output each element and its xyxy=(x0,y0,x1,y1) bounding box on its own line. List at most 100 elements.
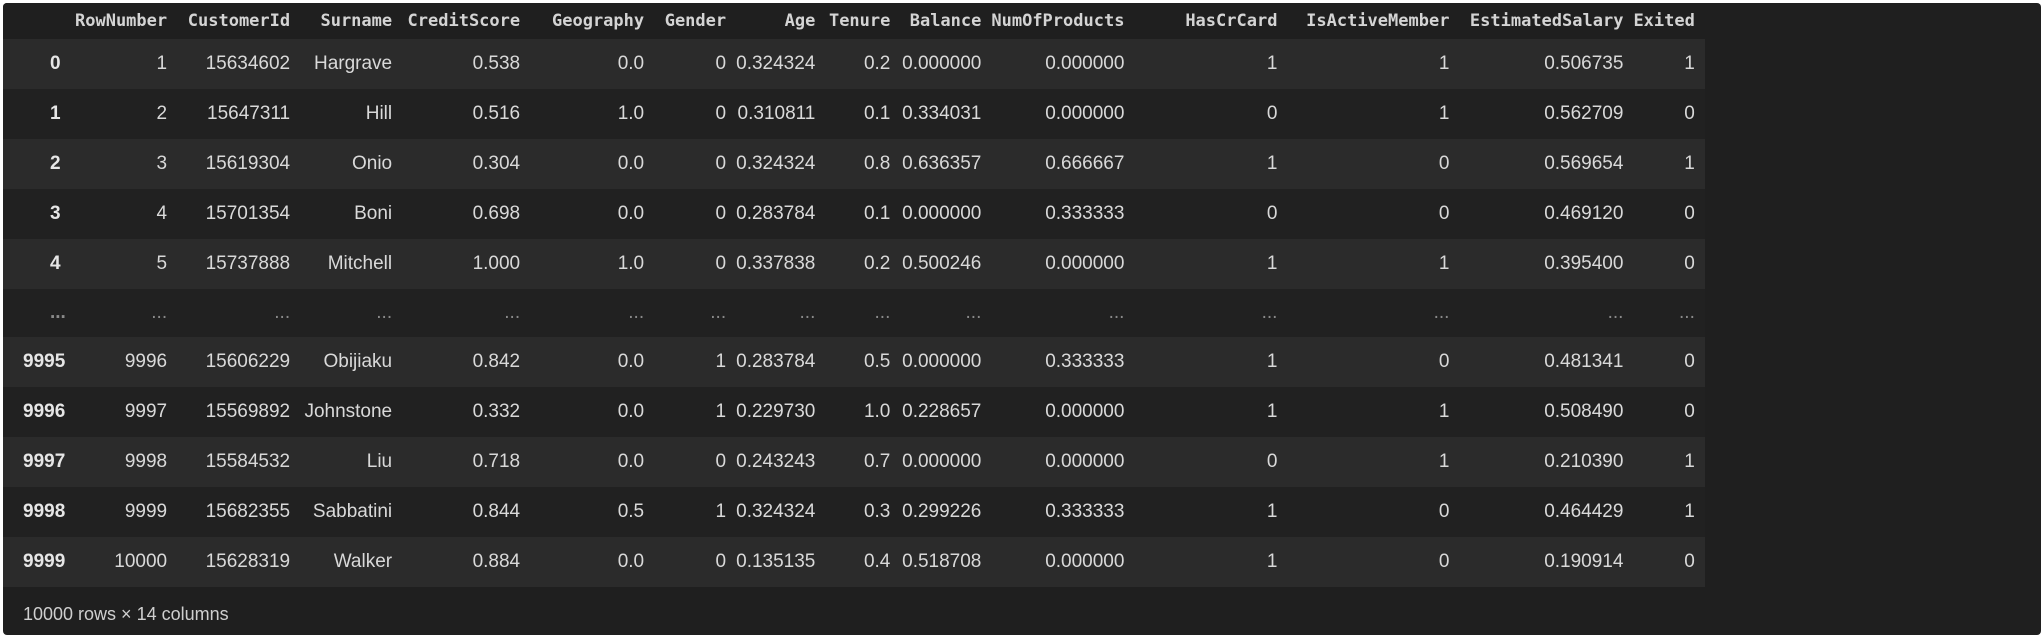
table-cell: 0 xyxy=(654,239,737,289)
table-cell: ... xyxy=(1459,289,1634,337)
table-cell: ... xyxy=(991,289,1135,337)
table-cell: 0.000000 xyxy=(900,39,992,89)
table-cell: 0.469120 xyxy=(1459,189,1634,239)
table-cell: 0.718 xyxy=(402,437,531,487)
table-cell: 1 xyxy=(654,337,737,387)
table-cell: 0.569654 xyxy=(1459,139,1634,189)
table-cell: 1 xyxy=(1287,239,1460,289)
table-cell: 0 xyxy=(654,89,737,139)
table-cell: 0.299226 xyxy=(900,487,992,537)
table-cell: 1.000 xyxy=(402,239,531,289)
dataframe-table: RowNumber CustomerId Surname CreditScore Geo… xyxy=(3,3,1705,587)
table-cell: 0.5 xyxy=(530,487,655,537)
table-cell: 0.333333 xyxy=(991,337,1135,387)
table-cell: 0.310811 xyxy=(736,89,826,139)
table-cell: 15634602 xyxy=(177,39,301,89)
table-cell: ... xyxy=(736,289,826,337)
table-cell: ... xyxy=(530,289,655,337)
table-cell: 15569892 xyxy=(177,387,301,437)
table-cell: 9996 xyxy=(75,337,178,387)
table-row: 9995 9996 15606229 Obijiaku 0.842 0.0 1 0.28378… xyxy=(3,337,1705,387)
column-header: IsActiveMember xyxy=(1287,3,1460,39)
table-cell: 15619304 xyxy=(177,139,301,189)
table-cell: 0.666667 xyxy=(991,139,1135,189)
table-cell: 0.884 xyxy=(402,537,531,587)
table-cell: 0.333333 xyxy=(991,487,1135,537)
table-cell: 15584532 xyxy=(177,437,301,487)
column-header: Exited xyxy=(1633,3,1705,39)
table-cell: Hargrave xyxy=(300,39,403,89)
dataframe-output: RowNumber CustomerId Surname CreditScore Geo… xyxy=(3,3,2041,635)
column-header: Tenure xyxy=(825,3,901,39)
table-cell: 0.0 xyxy=(530,437,655,487)
header-row: RowNumber CustomerId Surname CreditScore Geo… xyxy=(3,3,1705,39)
table-cell: Onio xyxy=(300,139,403,189)
table-row: 9998 9999 15682355 Sabbatini 0.844 0.5 1 0.3243… xyxy=(3,487,1705,537)
table-cell: 0.304 xyxy=(402,139,531,189)
table-cell: 0.636357 xyxy=(900,139,992,189)
table-cell: 1.0 xyxy=(530,239,655,289)
table-cell: 0.518708 xyxy=(900,537,992,587)
table-cell: 1 xyxy=(654,487,737,537)
table-cell: 1 xyxy=(1287,437,1460,487)
table-cell: 0 xyxy=(1287,537,1460,587)
table-cell: 0.324324 xyxy=(736,487,826,537)
row-index: 9997 xyxy=(3,437,75,487)
table-cell: 0.324324 xyxy=(736,139,826,189)
table-cell: 0.000000 xyxy=(991,387,1135,437)
table-cell: 1 xyxy=(1134,337,1288,387)
table-body: 0 1 15634602 Hargrave 0.538 0.0 0 0.324324 0.2 0.… xyxy=(3,39,1705,587)
table-cell: 0 xyxy=(1287,139,1460,189)
table-cell: 0.000000 xyxy=(900,337,992,387)
table-cell: 3 xyxy=(75,139,178,189)
table-cell: 0.7 xyxy=(825,437,901,487)
table-cell: 0.4 xyxy=(825,537,901,587)
table-cell: 15737888 xyxy=(177,239,301,289)
row-index: 2 xyxy=(3,139,75,189)
ellipsis-row: ........................................… xyxy=(3,289,1705,337)
table-cell: 1 xyxy=(1287,89,1460,139)
table-cell: 1 xyxy=(1633,487,1705,537)
table-cell: 0.000000 xyxy=(900,189,992,239)
table-cell: 0.229730 xyxy=(736,387,826,437)
table-cell: 9998 xyxy=(75,437,178,487)
table-cell: 4 xyxy=(75,189,178,239)
table-cell: 0.000000 xyxy=(991,537,1135,587)
table-cell: Obijiaku xyxy=(300,337,403,387)
table-cell: 1 xyxy=(1134,537,1288,587)
index-header xyxy=(3,3,75,39)
table-cell: 0.464429 xyxy=(1459,487,1634,537)
table-cell: 0.190914 xyxy=(1459,537,1634,587)
table-cell: 0.508490 xyxy=(1459,387,1634,437)
row-index: 9995 xyxy=(3,337,75,387)
table-cell: 0 xyxy=(1633,89,1705,139)
table-cell: 15606229 xyxy=(177,337,301,387)
table-cell: 10000 xyxy=(75,537,178,587)
row-index: 3 xyxy=(3,189,75,239)
table-cell: 0.334031 xyxy=(900,89,992,139)
table-row: 9999 10000 15628319 Walker 0.884 0.0 0 0.135135… xyxy=(3,537,1705,587)
table-cell: 0.000000 xyxy=(991,239,1135,289)
table-cell: 1 xyxy=(1287,39,1460,89)
table-cell: 1 xyxy=(1633,437,1705,487)
table-cell: 0.698 xyxy=(402,189,531,239)
table-cell: 5 xyxy=(75,239,178,289)
row-index: 0 xyxy=(3,39,75,89)
table-cell: 0.228657 xyxy=(900,387,992,437)
table-cell: 9999 xyxy=(75,487,178,537)
row-index: 1 xyxy=(3,89,75,139)
table-cell: Sabbatini xyxy=(300,487,403,537)
table-cell: Boni xyxy=(300,189,403,239)
column-header: Surname xyxy=(300,3,403,39)
table-cell: 0.283784 xyxy=(736,337,826,387)
row-index: 4 xyxy=(3,239,75,289)
table-cell: 1 xyxy=(1633,39,1705,89)
table-cell: 1.0 xyxy=(825,387,901,437)
table-cell: 0.333333 xyxy=(991,189,1135,239)
table-cell: 15682355 xyxy=(177,487,301,537)
column-header: Geography xyxy=(530,3,655,39)
column-header: CustomerId xyxy=(177,3,301,39)
table-cell: 0.337838 xyxy=(736,239,826,289)
column-header: CreditScore xyxy=(402,3,531,39)
table-cell: ... xyxy=(300,289,403,337)
